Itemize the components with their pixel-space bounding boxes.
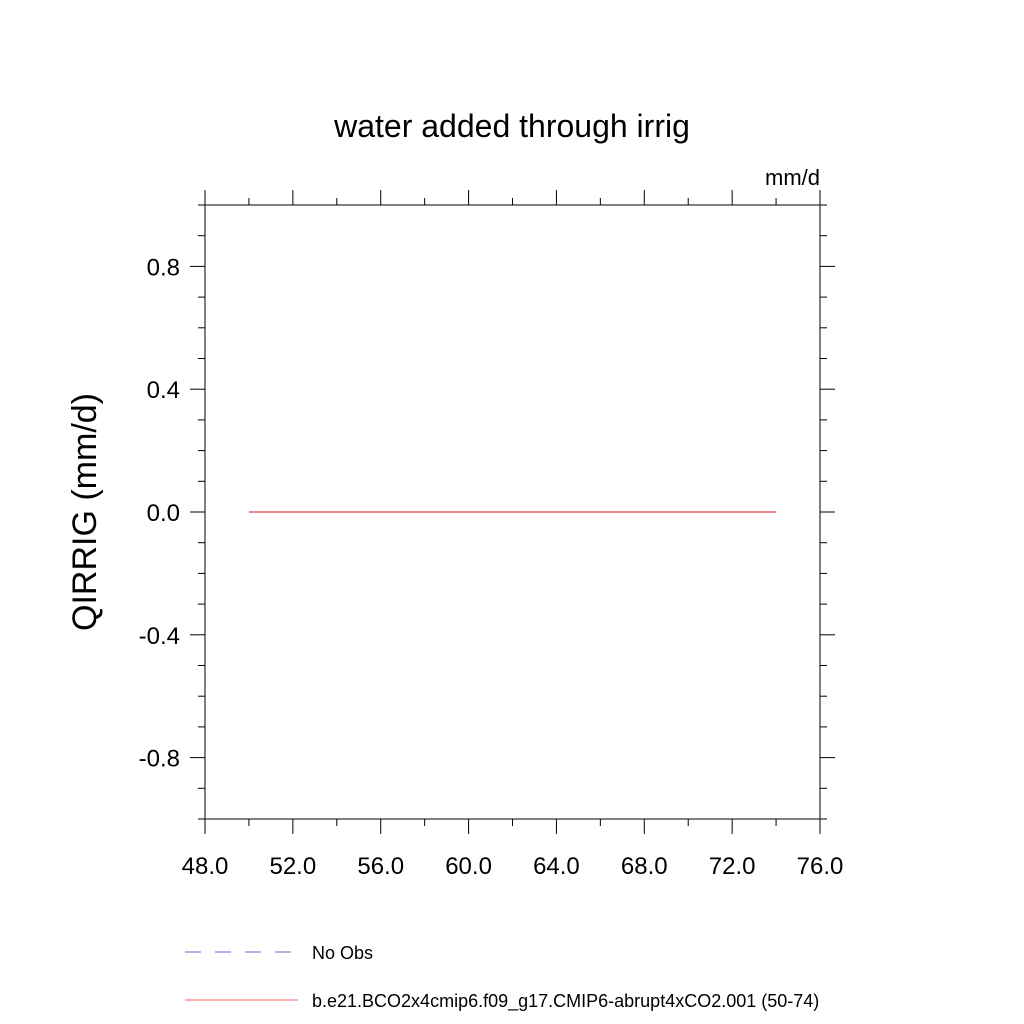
x-tick-label: 76.0 — [797, 853, 844, 880]
y-tick-label: 0.0 — [147, 500, 180, 527]
x-tick-label: 48.0 — [182, 853, 229, 880]
y-tick-label: 0.4 — [147, 377, 180, 404]
legend-label: b.e21.BCO2x4cmip6.f09_g17.CMIP6-abrupt4x… — [312, 991, 819, 1012]
legend: No Obs b.e21.BCO2x4cmip6.f09_g17.CMIP6-ab… — [185, 943, 819, 1012]
legend-label: No Obs — [312, 943, 373, 963]
y-tick-label: 0.8 — [147, 254, 180, 281]
y-axis-label: QIRRIG (mm/d) — [66, 393, 104, 631]
x-tick-label: 52.0 — [269, 853, 316, 880]
x-tick-label: 60.0 — [445, 853, 492, 880]
units-label: mm/d — [765, 165, 820, 190]
x-tick-label: 72.0 — [709, 853, 756, 880]
x-tick-labels: 48.0 52.0 56.0 60.0 64.0 68.0 72.0 76.0 — [182, 853, 844, 880]
x-tick-label: 56.0 — [357, 853, 404, 880]
chart-title: water added through irrig — [333, 108, 690, 144]
y-tick-label: -0.4 — [139, 623, 180, 650]
x-tick-label: 68.0 — [621, 853, 668, 880]
y-tick-labels: 0.8 0.4 0.0 -0.4 -0.8 — [139, 254, 180, 772]
x-tick-label: 64.0 — [533, 853, 580, 880]
axis-ticks — [190, 190, 835, 834]
y-tick-label: -0.8 — [139, 746, 180, 773]
